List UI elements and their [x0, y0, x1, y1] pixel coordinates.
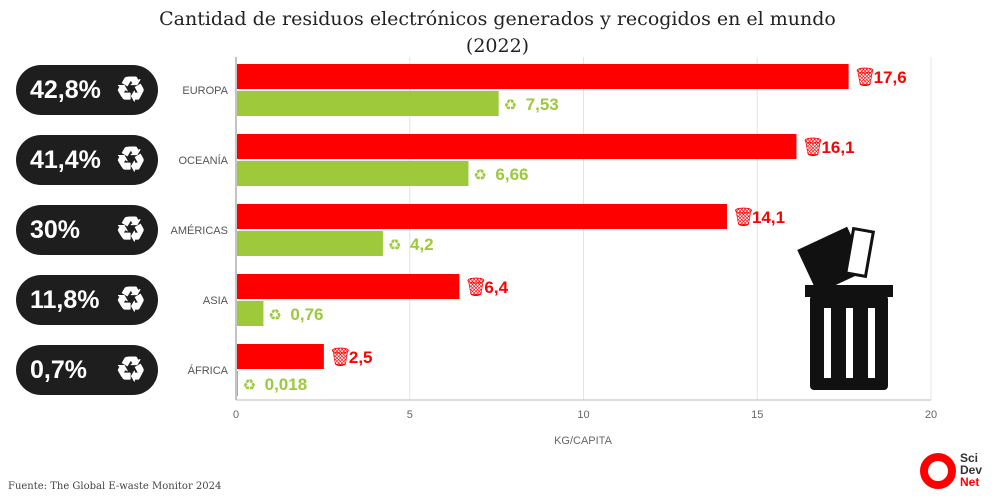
collection-rate-badge: 41,4% ♻: [16, 135, 158, 185]
value-label: 7,53: [526, 95, 559, 114]
x-tick-label: 10: [577, 409, 589, 421]
generated-bar: [237, 274, 460, 299]
scidevnet-logo: Sci Dev Net: [920, 452, 995, 496]
source-note: Fuente: The Global E-waste Monitor 2024: [8, 481, 222, 492]
rate-text: 30%: [30, 215, 81, 244]
recycle-icon: ♻: [115, 71, 146, 109]
recycle-icon: ♻: [504, 96, 517, 114]
value-label: 0,018: [265, 375, 308, 394]
collected-bar: [237, 161, 469, 186]
value-label: 16,1: [821, 138, 854, 157]
value-label: 4,2: [410, 235, 434, 254]
category-label: AMÉRICAS: [170, 225, 228, 237]
value-label: 2,5: [349, 348, 373, 367]
value-label: 6,4: [484, 278, 508, 297]
recycle-icon: ♻: [268, 306, 281, 324]
collected-bar: [237, 301, 264, 326]
x-tick-label: 20: [925, 409, 937, 421]
logo-text: Net: [960, 475, 980, 489]
rate-text: 42,8%: [30, 75, 101, 104]
generated-bar: [237, 64, 849, 89]
category-label: ASIA: [202, 295, 228, 307]
trash-can-illustration: [797, 226, 893, 390]
logo-ring-icon: [920, 453, 956, 489]
collection-rate-badge: 30% ♻: [16, 205, 158, 255]
generated-bar: [237, 344, 324, 369]
recycle-icon: ♻: [473, 166, 486, 184]
recycle-icon: ♻: [115, 281, 146, 319]
recycle-icon: ♻: [388, 236, 401, 254]
rate-text: 0,7%: [30, 355, 87, 384]
recycle-icon: ♻: [115, 351, 146, 389]
trash-icon: 🗑: [329, 347, 352, 368]
trash-icon: 🗑: [464, 277, 487, 298]
value-label: 0,76: [290, 305, 323, 324]
collection-rate-badge: 0,7% ♻: [16, 345, 158, 395]
collected-bar: [237, 231, 383, 256]
x-axis-label: KG/CAPITA: [554, 435, 613, 447]
category-label: EUROPA: [182, 85, 228, 97]
trash-icon: 🗑: [801, 137, 824, 158]
chart-title: Cantidad de residuos electrónicos genera…: [0, 6, 995, 60]
value-label: 14,1: [752, 208, 785, 227]
value-label: 6,66: [495, 165, 528, 184]
trash-icon: 🗑: [732, 207, 755, 228]
title-text: Cantidad de residuos electrónicos genera…: [159, 8, 836, 30]
collection-rate-badge: 11,8% ♻: [16, 275, 158, 325]
recycle-icon: ♻: [115, 211, 146, 249]
rate-text: 11,8%: [30, 285, 100, 314]
recycle-icon: ♻: [115, 141, 146, 179]
collected-bar: [237, 371, 238, 396]
x-tick-label: 15: [751, 409, 763, 421]
value-label: 17,6: [874, 68, 907, 87]
logo-text: Dev: [960, 463, 983, 477]
collection-rate-badge: 42,8% ♻: [16, 65, 158, 115]
subtitle-text: (2022): [465, 35, 530, 57]
logo-text: Sci: [960, 451, 979, 465]
category-label: OCEANÍA: [178, 155, 228, 167]
x-tick-label: 5: [407, 409, 413, 421]
generated-bar: [237, 134, 797, 159]
generated-bar: [237, 204, 727, 229]
x-tick-label: 0: [233, 409, 239, 421]
category-label: ÁFRICA: [187, 365, 228, 377]
recycle-icon: ♻: [243, 376, 256, 394]
rate-text: 41,4%: [30, 145, 101, 174]
trash-icon: 🗑: [854, 67, 877, 88]
collected-bar: [237, 91, 499, 116]
